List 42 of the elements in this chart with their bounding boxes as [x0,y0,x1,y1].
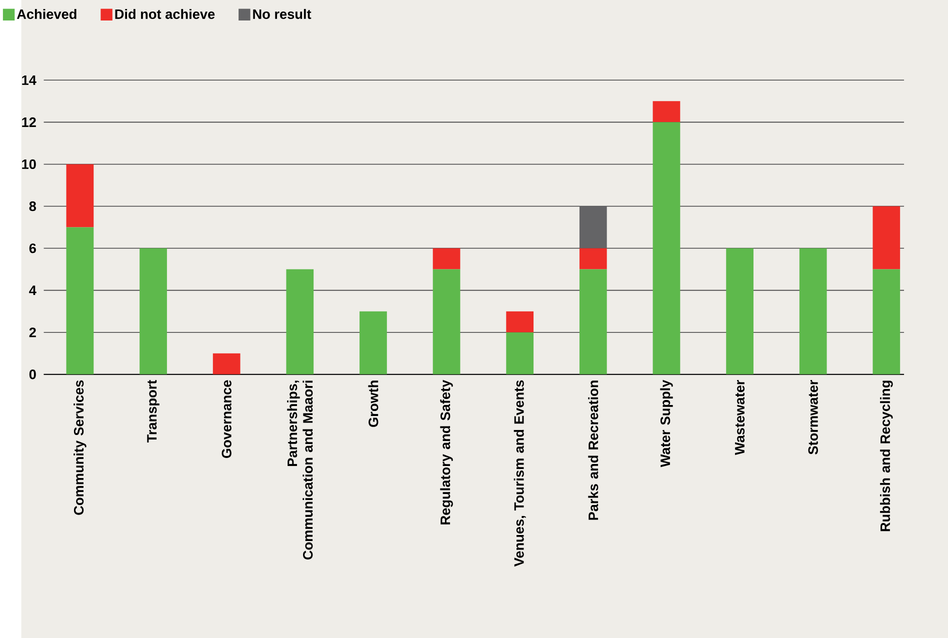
bar [432,269,460,374]
x-tick-label: Growth [368,380,378,427]
y-tick-label: 6 [29,243,36,253]
bar [652,101,680,122]
x-tick-label: Community Services [74,380,86,515]
y-tick-label: 0 [29,369,36,380]
x-tick-label: Venues, Tourism and Events [514,380,526,566]
y-tick-label: 10 [22,159,36,169]
legend-label: Achieved [16,8,76,19]
bar [872,206,900,270]
bar [872,269,900,374]
bar [579,248,607,270]
bar [66,164,94,228]
x-tick-label: Partnerships, Communication and Maaori [287,380,313,560]
x-tick-label: Rubbish and Recycling [880,380,893,531]
bar [140,248,167,374]
y-tick-label: 8 [29,201,36,211]
x-tick-label: Governance [222,380,232,458]
bar [506,332,534,374]
bar [799,248,827,374]
x-tick-label: Wastewater [735,380,745,455]
bar [506,311,534,332]
bar [652,122,680,374]
bar [66,227,94,374]
y-tick-label: 14 [22,75,36,85]
bar [360,311,387,374]
bar [286,269,314,374]
x-tick-label: Stormwater [808,380,818,454]
x-tick-label: Regulatory and Safety [440,380,453,524]
bar [212,353,240,374]
bar [432,248,460,270]
x-tick-label: Parks and Recreation [588,380,598,520]
y-tick-label: 4 [29,285,36,295]
y-tick-label: 12 [22,117,36,127]
legend-label: No result [253,8,312,19]
legend-label: Did not achieve [115,8,215,19]
bar [726,248,754,374]
bar [579,206,607,248]
x-tick-label: Water Supply [660,380,673,467]
x-tick-label: Transport [147,380,160,442]
y-tick-label: 2 [29,327,36,337]
bar [579,269,607,374]
